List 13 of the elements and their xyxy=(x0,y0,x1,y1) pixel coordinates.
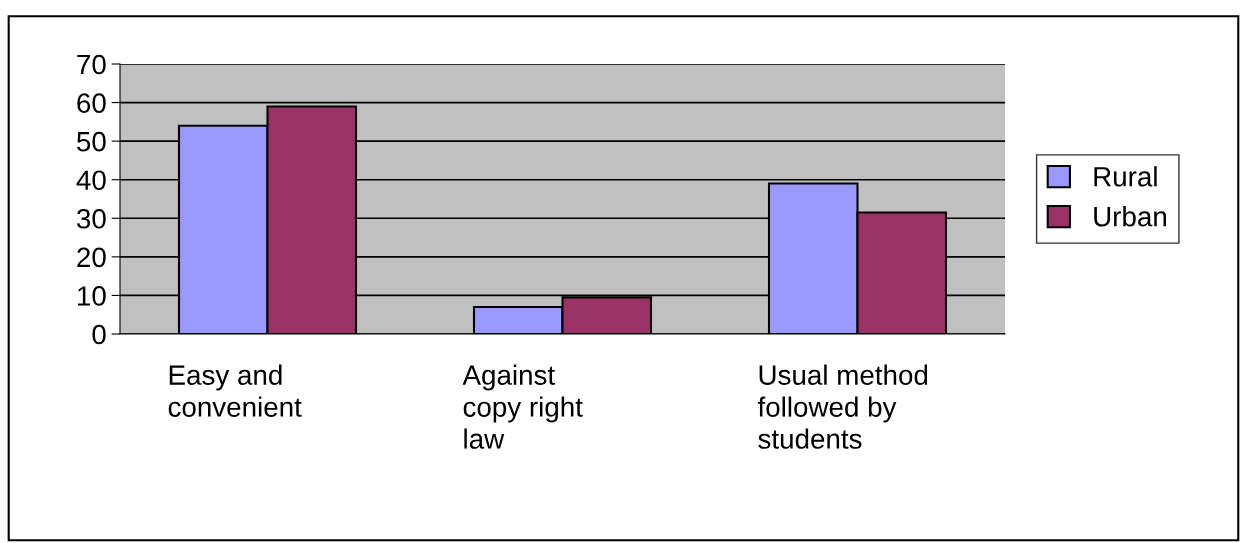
y-tick-label: 0 xyxy=(92,324,106,345)
y-tick-label: 20 xyxy=(77,247,106,268)
y-tick-label: 10 xyxy=(78,286,106,306)
legend-label: Rural xyxy=(1094,166,1157,187)
y-tick-label: 40 xyxy=(76,170,106,191)
y-tick-label: 70 xyxy=(77,54,106,75)
y-tick-label: 60 xyxy=(77,93,106,113)
x-tick-label: Against copy right law xyxy=(462,364,583,449)
legend-label: Urban xyxy=(1094,206,1166,227)
y-tick-label: 50 xyxy=(77,131,106,152)
x-tick-label: Easy and convenient xyxy=(168,364,302,417)
x-tick-label: Usual method followed by students xyxy=(757,364,928,449)
y-tick-label: 30 xyxy=(76,208,106,229)
